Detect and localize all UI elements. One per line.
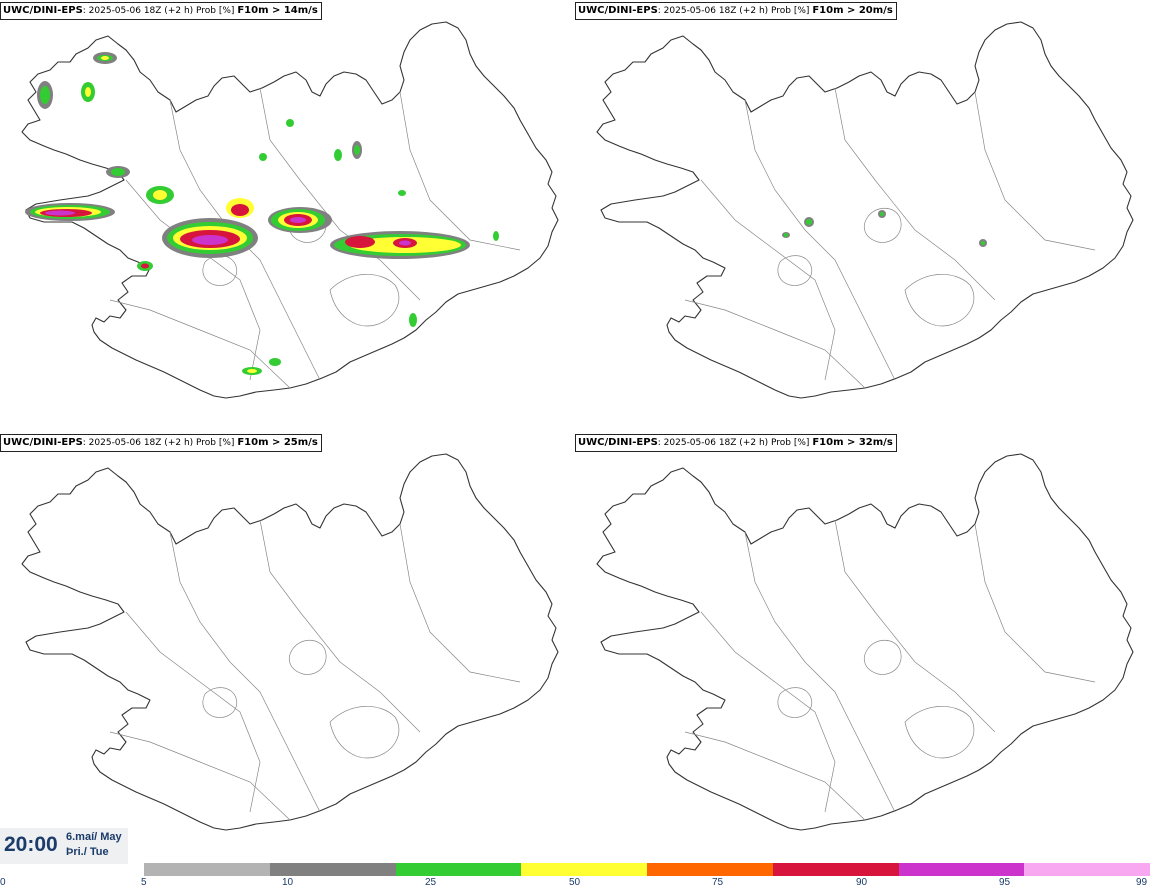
glacier-outline: [202, 687, 238, 718]
coastline: [596, 453, 1134, 831]
region-border: [169, 531, 321, 813]
region-border: [684, 731, 866, 821]
glacier-outline: [329, 273, 400, 327]
model-name: UWC/DINI-EPS: [578, 437, 658, 448]
region-border: [399, 523, 521, 683]
valid-date: 6.maí/ May: [66, 831, 122, 843]
glacier-outline: [904, 705, 975, 759]
colorbar-tick: 0: [0, 877, 6, 888]
region-border: [125, 611, 261, 813]
colorbar-segment: [521, 863, 647, 876]
region-border: [259, 519, 421, 733]
field-threshold: F10m > 20m/s: [812, 5, 893, 16]
glacier-outline: [329, 705, 400, 759]
glacier-outline: [864, 639, 902, 675]
region-border: [744, 531, 896, 813]
iceland-map-25ms: [21, 453, 559, 831]
glacier-outline: [777, 687, 813, 718]
run-info: : 2025-05-06 18Z (+2 h) Prob [%]: [82, 6, 235, 16]
colorbar-tick: 99: [1136, 877, 1148, 888]
glacier-outline: [864, 207, 902, 243]
colorbar-tick: 50: [569, 877, 581, 888]
region-border: [700, 611, 836, 813]
field-threshold: F10m > 25m/s: [237, 437, 318, 448]
glacier-outline: [904, 273, 975, 327]
colorbar-segment: [772, 863, 899, 876]
region-border: [259, 87, 421, 301]
region-border: [125, 179, 261, 381]
glacier-outline: [289, 639, 327, 675]
colorbar-segment: [647, 863, 773, 876]
probability-areas: [782, 210, 987, 247]
glacier-outline: [777, 255, 813, 286]
valid-time-box: 20:00 6.maí/ May Þri./ Tue: [0, 828, 128, 864]
region-border: [700, 179, 836, 381]
region-border: [974, 91, 1096, 251]
region-border: [109, 731, 291, 821]
region-border: [399, 91, 521, 251]
model-name: UWC/DINI-EPS: [3, 5, 83, 16]
colorbar-tick: 10: [282, 877, 294, 888]
panel-title: UWC/DINI-EPS: 2025-05-06 18Z (+2 h) Prob…: [575, 434, 897, 452]
run-info: : 2025-05-06 18Z (+2 h) Prob [%]: [657, 6, 810, 16]
map-panel-32ms: UWC/DINI-EPS: 2025-05-06 18Z (+2 h) Prob…: [575, 432, 1150, 862]
colorbar-segment: [395, 863, 522, 876]
colorbar-segment: [144, 863, 270, 876]
colorbar-tick: 25: [425, 877, 437, 888]
valid-weekday: Þri./ Tue: [66, 846, 109, 858]
colorbar-segment: [898, 863, 1025, 876]
panel-title: UWC/DINI-EPS: 2025-05-06 18Z (+2 h) Prob…: [0, 434, 322, 452]
region-border: [834, 87, 996, 301]
panel-title: UWC/DINI-EPS: 2025-05-06 18Z (+2 h) Prob…: [0, 2, 322, 20]
model-name: UWC/DINI-EPS: [578, 5, 658, 16]
valid-time: 20:00: [4, 833, 58, 856]
colorbar-tick: 90: [856, 877, 868, 888]
panel-title: UWC/DINI-EPS: 2025-05-06 18Z (+2 h) Prob…: [575, 2, 897, 20]
run-info: : 2025-05-06 18Z (+2 h) Prob [%]: [82, 438, 235, 448]
colorbar-tick: 5: [141, 877, 147, 888]
iceland-map-20ms: [596, 21, 1134, 399]
region-border: [974, 523, 1096, 683]
colorbar-segment: [269, 863, 396, 876]
map-panel-25ms: UWC/DINI-EPS: 2025-05-06 18Z (+2 h) Prob…: [0, 432, 575, 862]
colorbar-segment: [1024, 863, 1150, 876]
colorbar-tick: 95: [999, 877, 1011, 888]
map-panel-14ms: UWC/DINI-EPS: 2025-05-06 18Z (+2 h) Prob…: [0, 0, 575, 430]
run-info: : 2025-05-06 18Z (+2 h) Prob [%]: [657, 438, 810, 448]
coastline: [21, 453, 559, 831]
region-border: [834, 519, 996, 733]
model-name: UWC/DINI-EPS: [3, 437, 83, 448]
field-threshold: F10m > 32m/s: [812, 437, 893, 448]
probability-colorbar: [144, 863, 1150, 876]
region-border: [684, 299, 866, 389]
probability-areas: [25, 52, 499, 375]
field-threshold: F10m > 14m/s: [237, 5, 318, 16]
region-border: [744, 99, 896, 381]
map-panel-20ms: UWC/DINI-EPS: 2025-05-06 18Z (+2 h) Prob…: [575, 0, 1150, 430]
coastline: [596, 21, 1134, 399]
colorbar-tick: 75: [712, 877, 724, 888]
iceland-map-32ms: [596, 453, 1134, 831]
region-border: [109, 299, 291, 389]
iceland-map-14ms: [21, 21, 559, 399]
